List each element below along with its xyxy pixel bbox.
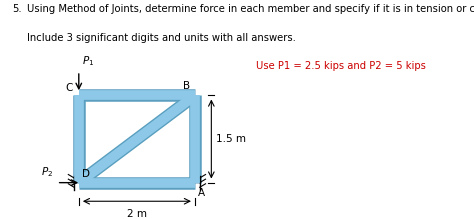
Text: D: D (82, 169, 90, 179)
Text: 2 m: 2 m (127, 209, 147, 219)
Text: Using Method of Joints, determine force in each member and specify if it is in t: Using Method of Joints, determine force … (27, 4, 474, 14)
Text: $P_2$: $P_2$ (41, 165, 53, 179)
Text: C: C (65, 83, 73, 93)
Text: 5.: 5. (12, 4, 21, 14)
Text: Use P1 = 2.5 kips and P2 = 5 kips: Use P1 = 2.5 kips and P2 = 5 kips (256, 61, 426, 71)
Text: A: A (198, 189, 205, 198)
Text: $P_1$: $P_1$ (82, 54, 94, 67)
Text: 1.5 m: 1.5 m (216, 134, 246, 144)
Text: Include 3 significant digits and units with all answers.: Include 3 significant digits and units w… (27, 33, 296, 43)
Text: B: B (183, 81, 191, 91)
